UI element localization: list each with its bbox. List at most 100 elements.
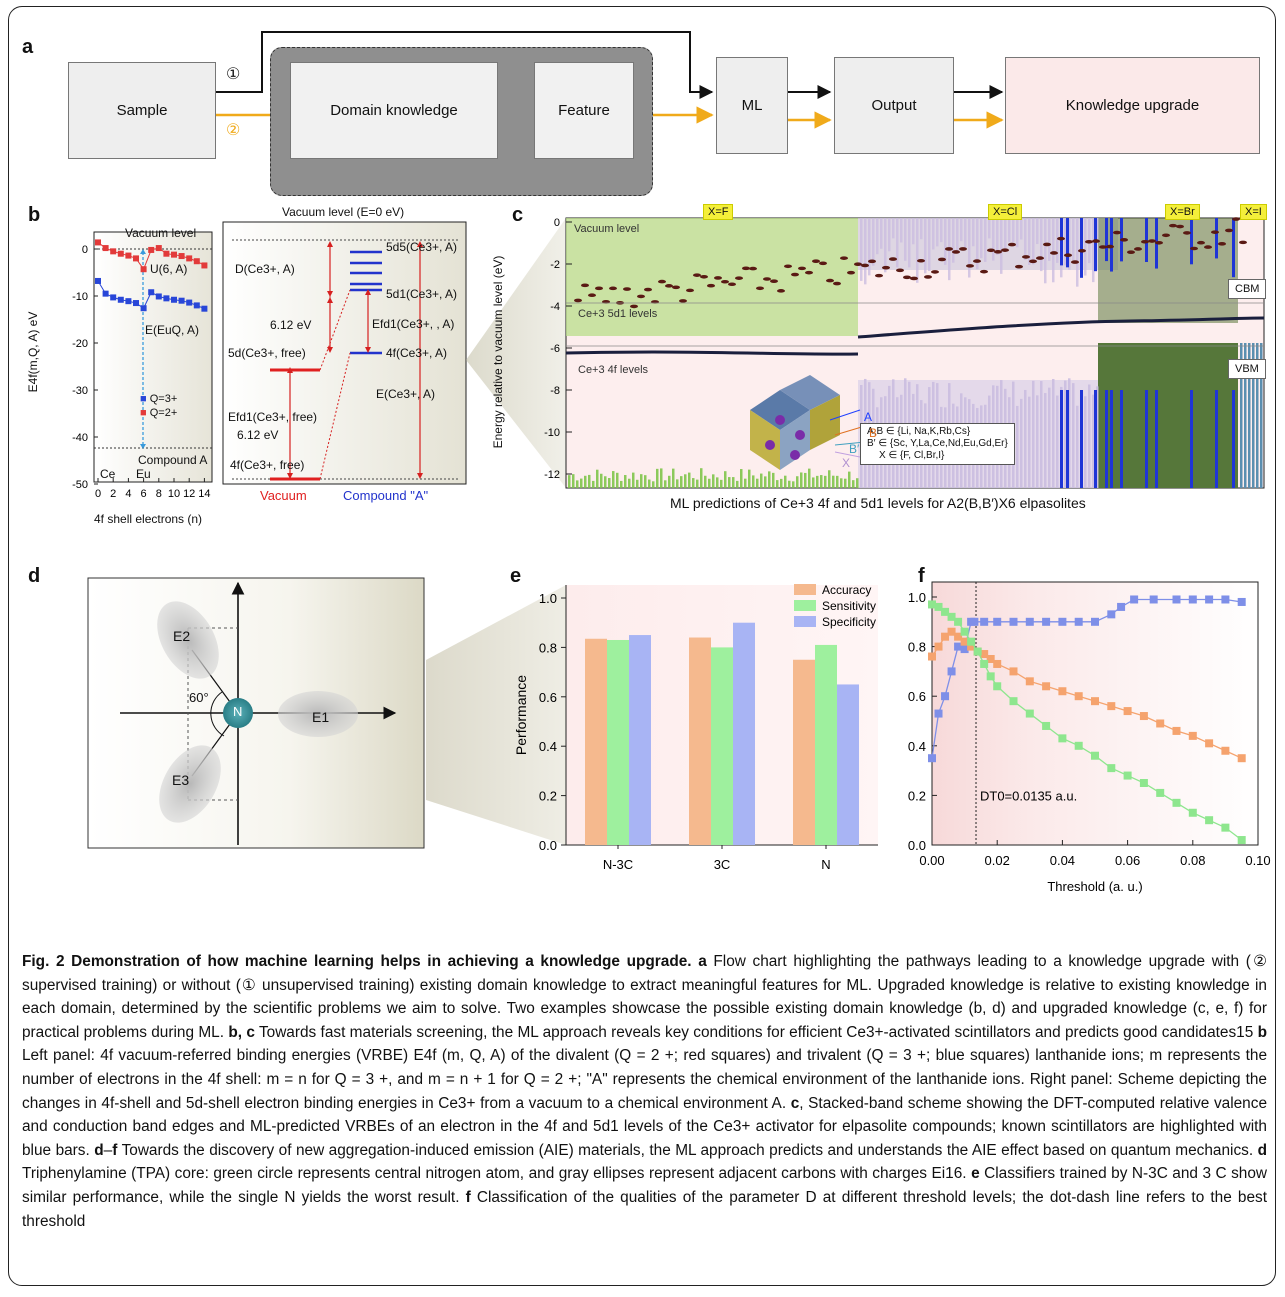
f-point (941, 692, 950, 701)
panel-label-f: f (918, 565, 925, 587)
f-point (960, 645, 969, 654)
f-point (1172, 595, 1181, 604)
output-box: Output (834, 57, 954, 154)
c-title: ML predictions of Ce+3 4f and 5d1 levels… (670, 495, 1086, 511)
f-point (1221, 746, 1230, 755)
q3-marker (186, 299, 193, 306)
c-ytick: -8 (550, 385, 560, 397)
b-xtick: 10 (168, 488, 180, 500)
br-eca: E(Ce3+, A) (376, 387, 436, 401)
b-ytick: -40 (72, 432, 88, 444)
e-legend-label: Specificity (822, 615, 876, 629)
f-point (1188, 595, 1197, 604)
f-point (980, 650, 989, 659)
e-ytick: 0.6 (539, 690, 557, 705)
f-point (934, 602, 943, 611)
c-legend-line-1: A,B ∈ {Li, Na,K,Rb,Cs} (867, 426, 971, 437)
b-left-plot: 0-10-20-30-40-500 2 4 6 8 10 12 14 (72, 231, 213, 500)
c-legend-line-2: B′ ∈ {Sc, Y,La,Ce,Nd,Eu,Gd,Er} (867, 438, 1008, 449)
f-point (928, 652, 936, 661)
domain-knowledge-box: Domain knowledge (290, 62, 498, 159)
f-point (1149, 595, 1158, 604)
f-point (1139, 712, 1148, 721)
e-legend-swatch (794, 616, 816, 627)
f-point (1074, 617, 1083, 626)
c-ytick: -6 (550, 343, 560, 355)
e-ytick: 0.0 (539, 838, 557, 853)
caption-p1: Flow chart highlighting the pathways lea… (22, 953, 1267, 1041)
e-legend-swatch (794, 600, 816, 611)
f-point (947, 667, 956, 676)
f-point (1123, 771, 1132, 780)
f-point (1123, 707, 1132, 716)
q3-marker (178, 297, 185, 304)
f-ytick: 1.0 (908, 590, 926, 605)
b-u-label: U(6, A) (150, 262, 188, 276)
f-point (1172, 798, 1181, 807)
c-crystal-x: X (842, 456, 851, 470)
q3-marker (110, 294, 117, 301)
crystal-structure-icon (750, 375, 866, 470)
q3-marker (171, 296, 177, 303)
f-point (1221, 595, 1230, 604)
q2-marker (186, 255, 193, 262)
f-point (960, 627, 969, 636)
q2-marker (133, 255, 139, 262)
caption-p8: Classification of the qualities of the p… (22, 1188, 1267, 1230)
q2-marker (178, 253, 185, 260)
f-point (954, 642, 963, 651)
sample-box: Sample (68, 62, 216, 159)
e-bar-sensitivity (607, 639, 629, 845)
f-point (1188, 808, 1197, 817)
q2-marker (148, 246, 155, 253)
e-category-label: N-3C (603, 857, 633, 872)
c-legend-line-3: X ∈ {F, Cl,Br,I} (879, 450, 945, 461)
e-ytick: 0.8 (539, 640, 557, 655)
c-crystal-b: B (869, 426, 878, 440)
br-efd1free: Efd1(Ce3+, free) (228, 410, 318, 424)
d-e2: E2 (173, 628, 191, 644)
c-crystal-a: A (864, 410, 873, 424)
q2-marker (102, 245, 109, 252)
e-category-label: 3C (714, 857, 731, 872)
q3-marker (102, 290, 109, 297)
f-point (1058, 687, 1067, 696)
f-point (1107, 610, 1116, 619)
b-xtick: 14 (198, 488, 210, 500)
br-d: D(Ce3+, A) (235, 262, 295, 276)
f-xtick: 0.08 (1180, 853, 1205, 868)
f-point (970, 617, 979, 626)
f-point (1042, 721, 1051, 730)
f-point (1107, 702, 1116, 711)
f-point (941, 632, 950, 641)
c-ce5d: Ce+3 5d1 levels (578, 308, 658, 320)
f-point (1042, 682, 1051, 691)
f-point (980, 617, 989, 626)
b-xtick: 8 (156, 488, 162, 500)
f-point (1091, 697, 1099, 706)
b-xtick: 4 (125, 488, 131, 500)
f-point (1188, 731, 1197, 740)
q2-marker (110, 248, 117, 255)
f-point (934, 709, 943, 718)
b-xtick: 0 (95, 488, 101, 500)
f-point (980, 659, 989, 668)
b-right-scheme (222, 221, 467, 485)
q3-marker (125, 298, 132, 305)
c-halide-tag: X=Cl (988, 204, 1023, 220)
q2-marker (140, 266, 147, 273)
br-4ffree: 4f(Ce3+, free) (230, 458, 305, 472)
e-ytick: 1.0 (539, 591, 557, 606)
f-point (1117, 602, 1126, 611)
q3-marker (117, 296, 124, 303)
f-xtick: 0.06 (1115, 853, 1140, 868)
f-ytick: 0.8 (908, 640, 926, 655)
e-category-label: N (821, 857, 830, 872)
knowledge-upgrade-box: Knowledge upgrade (1005, 57, 1260, 154)
q3-marker (201, 305, 208, 312)
caption-p6: Triphenylamine (TPA) core: green circle … (22, 1165, 967, 1183)
q2-marker (171, 251, 177, 258)
b-ytick: -20 (72, 338, 88, 350)
b-xlabel: 4f shell electrons (n) (94, 512, 203, 526)
feature-box: Feature (534, 62, 634, 159)
